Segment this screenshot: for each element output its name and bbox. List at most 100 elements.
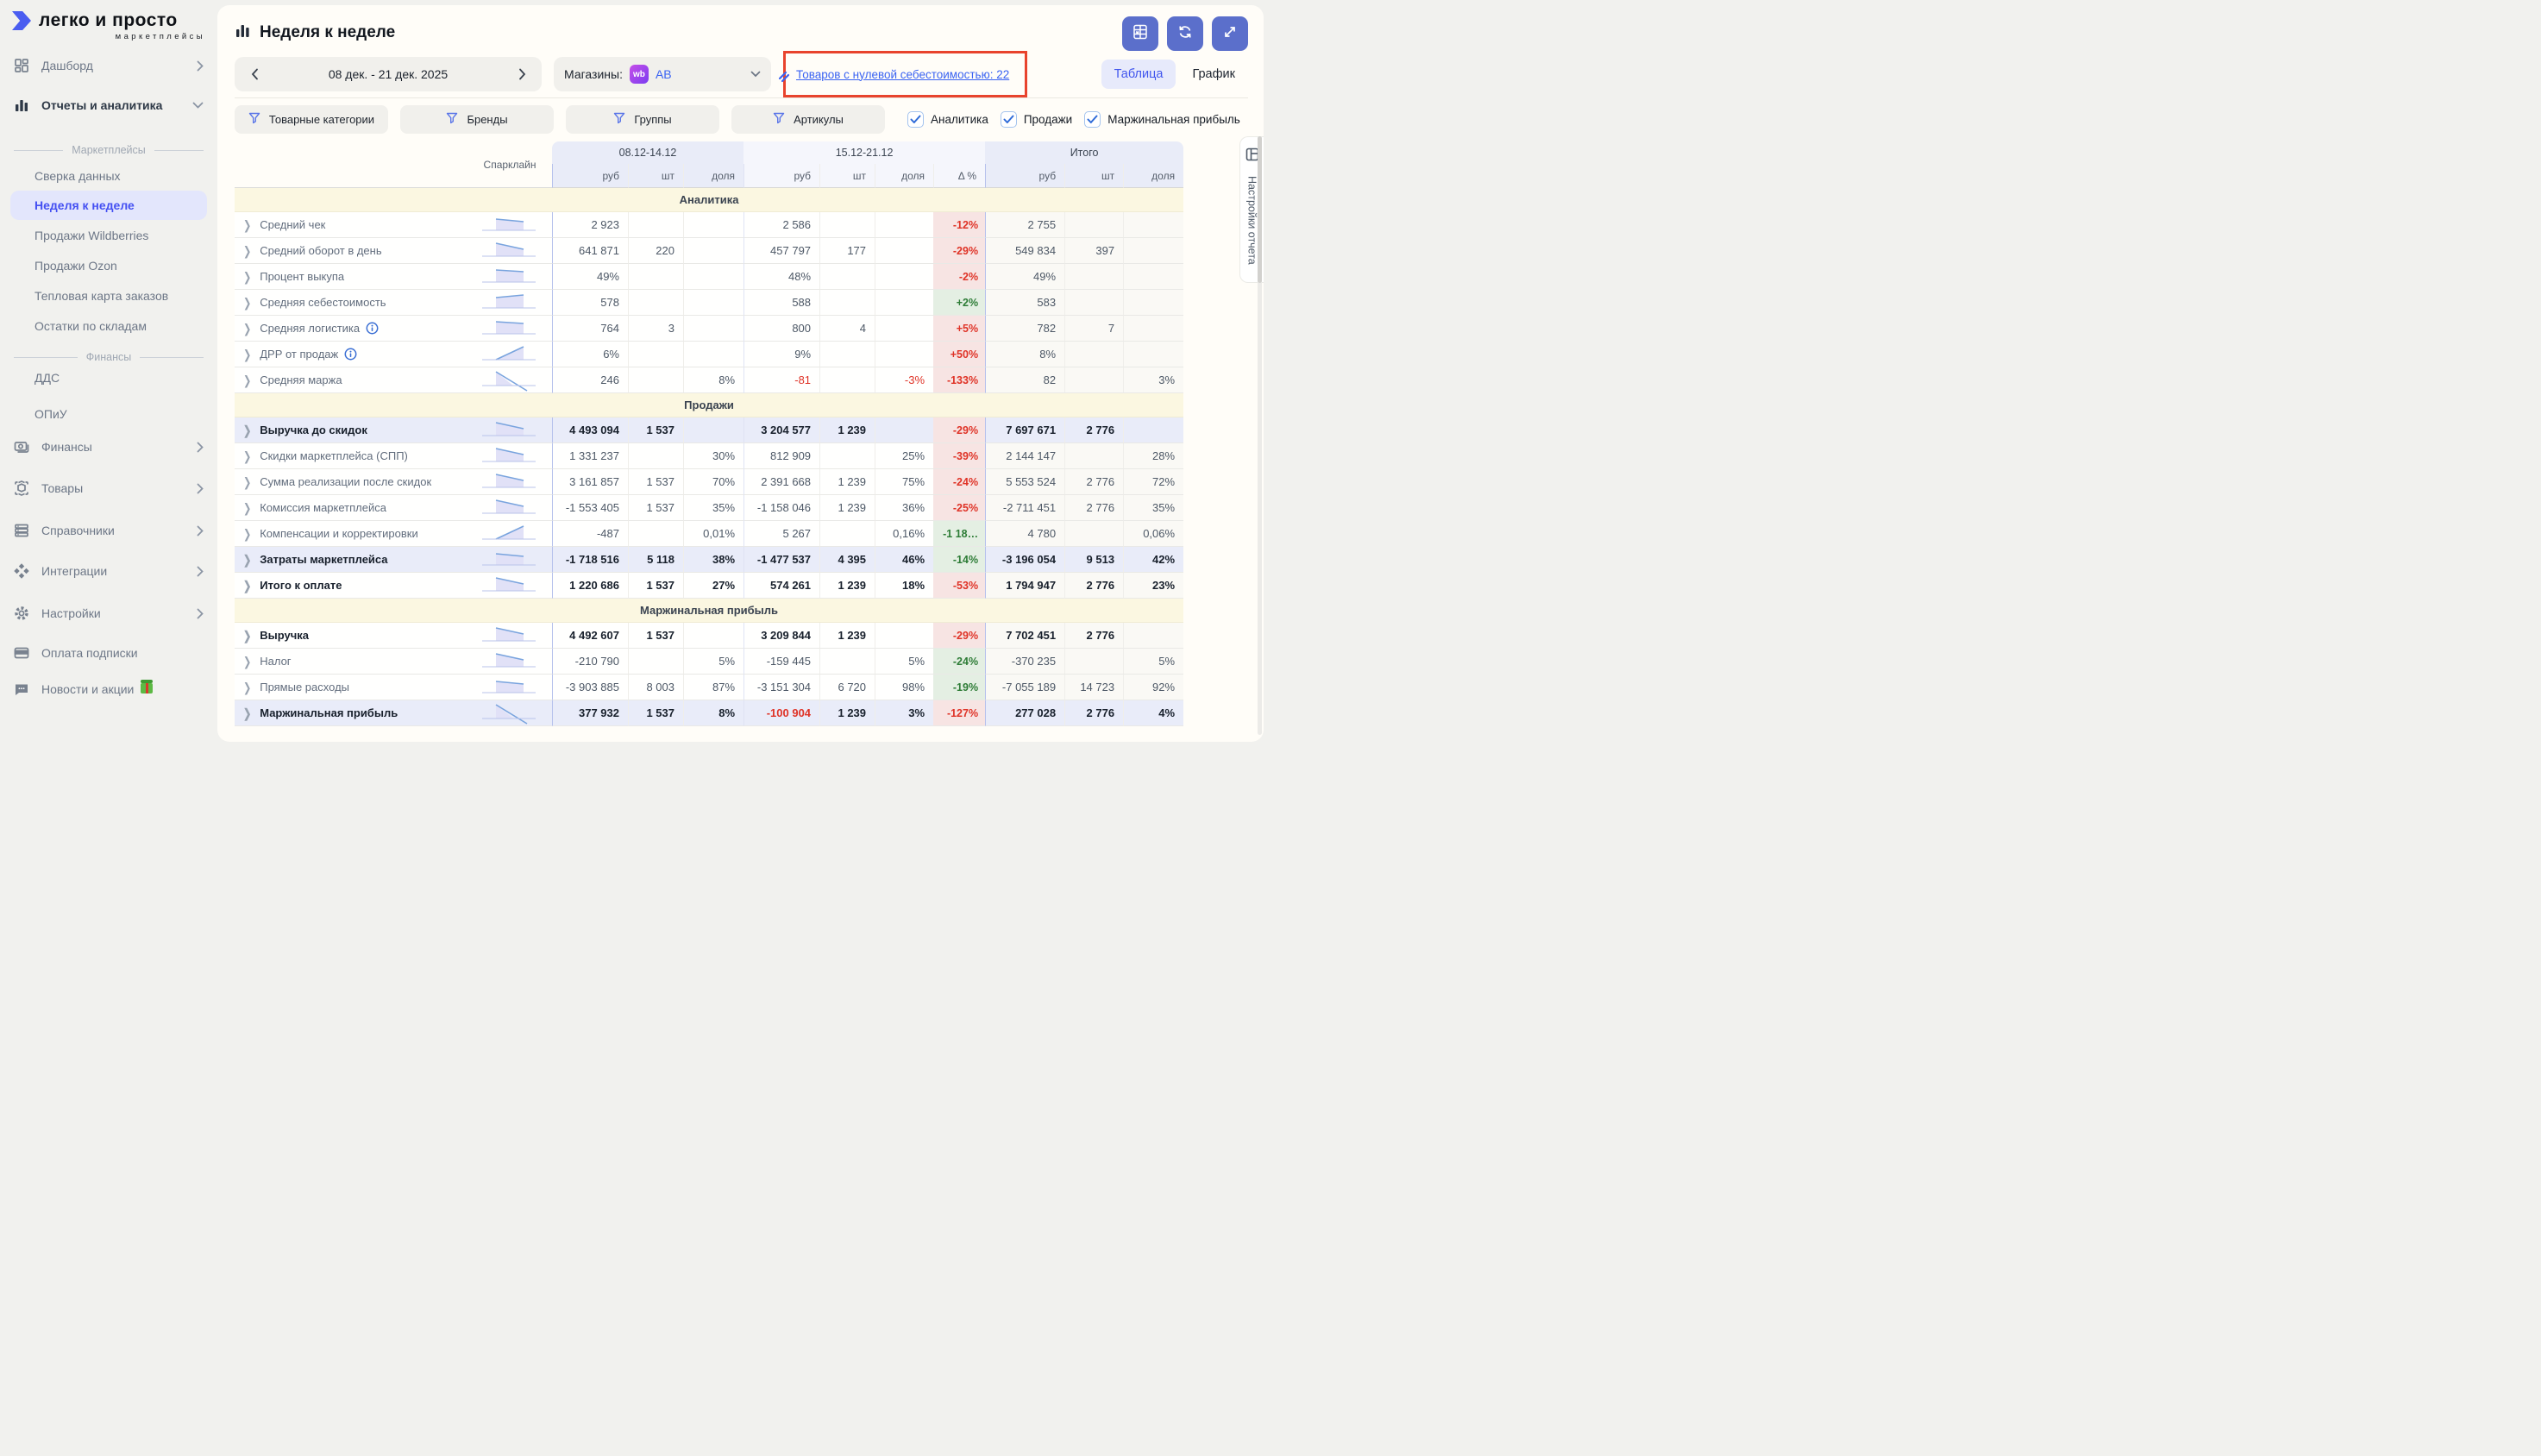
checkbox-аналитика[interactable]: Аналитика: [907, 111, 988, 128]
cell-p1r: -1 718 516: [552, 547, 628, 573]
zero-cost-products-link[interactable]: Товаров с нулевой себестоимостью: 22: [796, 67, 1010, 81]
row-expand-chevron-icon[interactable]: ❯: [243, 450, 252, 464]
cell-total-tr: 49%: [985, 264, 1065, 290]
cell-p1s: 1 537: [628, 417, 683, 443]
sidebar-item-ддс[interactable]: ДДС: [35, 371, 60, 385]
table-row-налог[interactable]: ❯ Налог -210 790 5% -159 445 5% -24% -370 235 5%: [235, 649, 1184, 675]
table-row-затраты-маркетплейса[interactable]: ❯ Затраты маркетплейса -1 718 516 5 118 38% -…: [235, 547, 1184, 573]
filter-button-бренды[interactable]: Бренды: [400, 105, 554, 134]
row-expand-chevron-icon[interactable]: ❯: [243, 348, 252, 362]
sidebar-item-финансы[interactable]: Финансы: [0, 435, 217, 459]
table-row-компенсации-и-корректировки[interactable]: ❯ Компенсации и корректировки -487 0,01% 5 2…: [235, 521, 1184, 547]
cell-total-tr: 1 794 947: [985, 573, 1065, 599]
row-expand-chevron-icon[interactable]: ❯: [243, 656, 252, 669]
table-row-комиссия-маркетплейса[interactable]: ❯ Комиссия маркетплейса -1 553 405 1 537 35%…: [235, 495, 1184, 521]
cell-total-td: 3%: [1123, 367, 1184, 393]
sidebar-section-divider-финансы: Финансы: [0, 345, 217, 369]
row-expand-chevron-icon[interactable]: ❯: [243, 707, 252, 721]
row-expand-chevron-icon[interactable]: ❯: [243, 580, 252, 593]
row-expand-chevron-icon[interactable]: ❯: [243, 374, 252, 388]
cell-total-ts: [1064, 212, 1124, 238]
sidebar-item-отчеты-и-аналитика[interactable]: Отчеты и аналитика: [0, 93, 217, 117]
table-row-скидки-маркетплейса-спп-[interactable]: ❯ Скидки маркетплейса (СПП) 1 331 237 30% 81…: [235, 443, 1184, 469]
sidebar-item-дашборд[interactable]: Дашборд: [0, 53, 217, 78]
cell-total-td: 28%: [1123, 443, 1184, 469]
sidebar-item-опиу[interactable]: ОПиУ: [35, 407, 67, 421]
tab-таблица[interactable]: Таблица: [1101, 60, 1176, 89]
sparkline-chart: [482, 680, 536, 693]
row-expand-chevron-icon[interactable]: ❯: [243, 424, 252, 438]
checkbox-продажи[interactable]: Продажи: [1000, 111, 1072, 128]
cell-p1d: [683, 264, 744, 290]
info-icon[interactable]: [366, 322, 379, 335]
table-row-сумма-реализации-после-скидок[interactable]: ❯ Сумма реализации после скидок 3 161 857 1…: [235, 469, 1184, 495]
date-range-picker[interactable]: 08 дек. - 21 дек. 2025: [235, 57, 542, 91]
sidebar-item-остатки-по-складам[interactable]: Остатки по складам: [35, 319, 147, 333]
table-row-прямые-расходы[interactable]: ❯ Прямые расходы -3 903 885 8 003 87% -3 151 …: [235, 675, 1184, 700]
prev-week-button[interactable]: [240, 60, 269, 89]
table-row-средняя-себестоимость[interactable]: ❯ Средняя себестоимость 578 588 +2% 583: [235, 290, 1184, 316]
expand-button[interactable]: [1212, 16, 1248, 51]
row-expand-chevron-icon[interactable]: ❯: [243, 219, 252, 233]
sidebar-item-настройки[interactable]: Настройки: [0, 601, 217, 625]
divider-label: Маркетплейсы: [72, 144, 146, 156]
row-expand-chevron-icon[interactable]: ❯: [243, 271, 252, 285]
sidebar-item-оплата-подписки[interactable]: Оплата подписки: [0, 641, 217, 665]
sparkline-chart: [482, 345, 536, 361]
vertical-scrollbar[interactable]: [1258, 136, 1262, 735]
row-expand-chevron-icon[interactable]: ❯: [243, 681, 252, 695]
col-header-15-12-21-12-шт: шт: [819, 164, 875, 188]
cell-p2r: -100 904: [743, 700, 820, 726]
checkbox-маржинальная-прибыль[interactable]: Маржинальная прибыль: [1084, 111, 1240, 128]
filter-button-товарные-категории[interactable]: Товарные категории: [235, 105, 388, 134]
col-header-итого-шт: шт: [1064, 164, 1124, 188]
sidebar-item-интеграции[interactable]: Интеграции: [0, 559, 217, 583]
table-row-средняя-логистика[interactable]: ❯ Средняя логистика 764 3 800 4 +5% 782 7: [235, 316, 1184, 342]
table-row-средний-чек[interactable]: ❯ Средний чек 2 923 2 586 -12% 2 755: [235, 212, 1184, 238]
table-row-выручка[interactable]: ❯ Выручка 4 492 607 1 537 3 209 844 1 239 -29%…: [235, 623, 1184, 649]
row-expand-chevron-icon[interactable]: ❯: [243, 297, 252, 311]
next-week-button[interactable]: [507, 60, 536, 89]
sidebar-item-тепловая-карта-заказов[interactable]: Тепловая карта заказов: [35, 289, 169, 303]
table-row-выручка-до-скидок[interactable]: ❯ Выручка до скидок 4 493 094 1 537 3 204 57…: [235, 417, 1184, 443]
report-settings-panel[interactable]: Настройки отчета: [1239, 136, 1264, 283]
cell-total-td: 0,06%: [1123, 521, 1184, 547]
row-expand-chevron-icon[interactable]: ❯: [243, 245, 252, 259]
page-title: Неделя к неделе: [260, 23, 396, 41]
row-expand-chevron-icon[interactable]: ❯: [243, 528, 252, 542]
sidebar-item-продажи-ozon[interactable]: Продажи Ozon: [35, 259, 117, 273]
info-icon[interactable]: [344, 348, 357, 361]
sidebar-item-новости-и-акции[interactable]: Новости и акции: [0, 677, 217, 701]
row-expand-chevron-icon[interactable]: ❯: [243, 554, 252, 568]
filter-button-группы[interactable]: Группы: [566, 105, 719, 134]
table-row-итого-к-оплате[interactable]: ❯ Итого к оплате 1 220 686 1 537 27% 574 261 1…: [235, 573, 1184, 599]
sidebar-item-справочники[interactable]: Справочники: [0, 518, 217, 543]
row-expand-chevron-icon[interactable]: ❯: [243, 630, 252, 643]
cell-total-td: [1123, 623, 1184, 649]
sidebar-item-сверка-данных[interactable]: Сверка данных: [35, 169, 121, 183]
filter-button-артикулы[interactable]: Артикулы: [731, 105, 885, 134]
table-row-средний-оборот-в-день[interactable]: ❯ Средний оборот в день 641 871 220 457 797 1…: [235, 238, 1184, 264]
table-row-дрр-от-продаж[interactable]: ❯ ДРР от продаж 6% 9% +50% 8%: [235, 342, 1184, 367]
row-expand-chevron-icon[interactable]: ❯: [243, 476, 252, 490]
sidebar-item-товары[interactable]: Товары: [0, 476, 217, 500]
cell-p2d: 0,16%: [875, 521, 934, 547]
cell-p2d: 5%: [875, 649, 934, 675]
funnel-icon: [773, 112, 785, 127]
cell-p1d: 8%: [683, 700, 744, 726]
table-row-маржинальная-прибыль[interactable]: ❯ Маржинальная прибыль 377 932 1 537 8% -100 …: [235, 700, 1184, 726]
cell-p2r: 5 267: [743, 521, 820, 547]
scrollbar-thumb[interactable]: [1258, 136, 1262, 283]
excel-export-button[interactable]: [1122, 16, 1158, 51]
sidebar-item-неделя-к-неделе[interactable]: Неделя к неделе: [10, 191, 207, 220]
tab-график[interactable]: График: [1192, 67, 1235, 81]
sidebar-item-продажи-wildberries[interactable]: Продажи Wildberries: [35, 229, 149, 242]
table-row-процент-выкупа[interactable]: ❯ Процент выкупа 49% 48% -2% 49%: [235, 264, 1184, 290]
table-row-средняя-маржа[interactable]: ❯ Средняя маржа 246 8% -81 -3% -133% 82 3%: [235, 367, 1184, 393]
period2-header: 15.12-21.12: [743, 141, 986, 164]
refresh-button[interactable]: [1167, 16, 1203, 51]
stores-dropdown[interactable]: Магазины: wb АВ: [554, 57, 771, 91]
row-expand-chevron-icon[interactable]: ❯: [243, 323, 252, 336]
cell-p1s: [628, 264, 683, 290]
row-expand-chevron-icon[interactable]: ❯: [243, 502, 252, 516]
